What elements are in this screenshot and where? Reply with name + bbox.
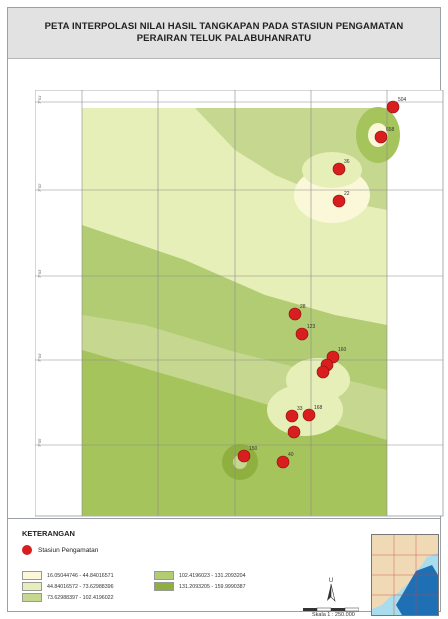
north-arrow-icon: U [327,578,336,602]
map-title-line-2: PERAIRAN TELUK PALABUHANRATU [136,33,312,44]
blob-light-4 [267,384,343,436]
station-layer: 504 658 36 22 28 123 160 168 33 150 40 [237,97,407,469]
legend-panel: KETERANGAN Stasiun Pengamatan 16.0504474… [8,518,440,618]
legend-title: KETERANGAN [22,529,75,538]
station-value-label: 658 [386,127,395,133]
coordinate-ticks: 7°01' 7°02' 7°03' 7°04' 7°05' [37,95,42,447]
coord-tick: 7°01' [37,95,42,104]
legend-class-label: 131.2093205 - 159.9990387 [179,583,246,590]
map-title-line-1: PETA INTERPOLASI NILAI HASIL TANGKAPAN P… [44,21,404,32]
legend-swatch [22,571,42,580]
legend-class-label: 16.05044746 - 44.84016571 [47,572,114,579]
legend-swatch [22,582,42,591]
legend-class-label: 102.4196023 - 131.2093204 [179,572,246,579]
station-value-label: 40 [288,452,294,458]
station-marker [237,449,251,463]
station-marker [316,365,330,379]
legend-class: 131.2093205 - 159.9990387 [154,582,246,591]
scale-bar-icon [303,607,359,612]
map-canvas: 7°01' 7°02' 7°03' 7°04' 7°05' 504 658 36 22… [35,90,444,517]
grid-lines [35,90,443,516]
blob-light-2 [302,152,362,188]
station-marker [288,307,302,321]
station-value-label: 168 [314,405,323,411]
station-marker [374,130,388,144]
station-legend: Stasiun Pengamatan [22,545,98,555]
station-marker [285,409,299,423]
station-marker [287,425,301,439]
inset-locator-map [371,534,439,616]
station-marker [302,408,316,422]
legend-swatch [154,582,174,591]
station-marker [276,455,290,469]
station-value-label: 150 [249,446,258,452]
legend-class: 16.05044746 - 44.84016571 [22,571,114,580]
north-letter: U [329,578,333,584]
legend-class-label: 44.84016572 - 73.62988396 [47,583,114,590]
legend-class: 73.62988397 - 102.4196022 [22,593,114,602]
map-frame: PETA INTERPOLASI NILAI HASIL TANGKAPAN P… [7,7,444,618]
legend-class: 102.4196023 - 131.2093204 [154,571,246,580]
station-value-label: 33 [297,406,303,412]
station-value-label: 22 [344,191,350,197]
coord-tick: 7°04' [37,353,42,362]
station-marker-icon [22,545,32,555]
legend-class: 44.84016572 - 73.62988396 [22,582,114,591]
station-marker [332,162,346,176]
legend-swatch [154,571,174,580]
coord-tick: 7°05' [37,438,42,447]
station-value-label: 123 [307,324,316,330]
station-value-label: 36 [344,159,350,165]
station-marker [295,327,309,341]
coord-tick: 7°02' [37,183,42,192]
title-band: PETA INTERPOLASI NILAI HASIL TANGKAPAN P… [8,8,440,59]
station-value-label: 28 [300,304,306,310]
station-legend-label: Stasiun Pengamatan [38,546,99,554]
legend-swatch [22,593,42,602]
station-value-label: 504 [398,97,407,103]
coord-tick: 7°03' [37,269,42,278]
station-marker [332,194,346,208]
legend-class-label: 73.62988397 - 102.4196022 [47,594,114,601]
station-marker [386,100,400,114]
station-value-label: 160 [338,347,347,353]
scale-label: Skala 1 : 250.000 [312,612,355,618]
